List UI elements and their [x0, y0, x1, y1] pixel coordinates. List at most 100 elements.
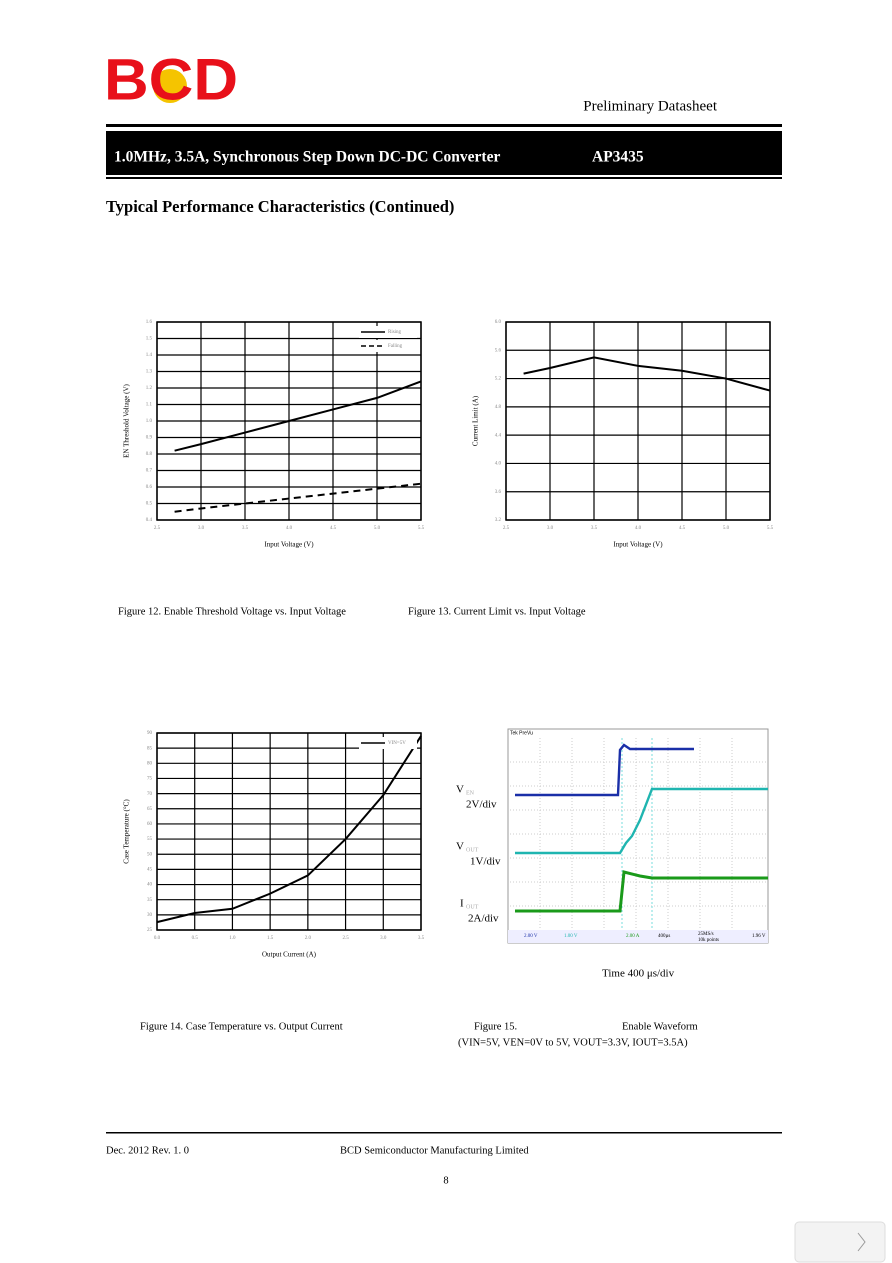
x-axis-label: Input Voltage (V): [613, 541, 663, 549]
x-tick-label: 2.0: [305, 936, 312, 941]
y-tick-label: 60: [147, 822, 153, 827]
y-tick-label: 3.2: [495, 518, 502, 523]
x-tick-label: 3.5: [242, 526, 249, 531]
trace-scale: 2A/div: [468, 913, 499, 925]
footer-company: BCD Semiconductor Manufacturing Limited: [340, 1145, 529, 1156]
figure-conditions: (VIN=5V, VEN=0V to 5V, VOUT=3.3V, IOUT=3…: [458, 1037, 688, 1048]
scope-frame: [507, 728, 769, 944]
scope-status: [508, 930, 768, 943]
x-tick-label: 2.5: [342, 936, 349, 941]
y-tick-label: 0.9: [146, 436, 153, 441]
section-title: Typical Performance Characteristics (Con…: [106, 197, 454, 216]
y-tick-label: 1.5: [146, 337, 153, 342]
legend-box: [359, 326, 417, 338]
scope-header: Tek PreVu: [510, 730, 533, 736]
legend-label: VIN=5V: [388, 741, 406, 746]
title-bar: [106, 131, 782, 175]
y-tick-label: 0.7: [146, 469, 153, 474]
y-tick-label: 35: [147, 898, 153, 903]
logo: BCD: [104, 47, 238, 112]
y-tick-label: 30: [147, 913, 153, 918]
footer-date: Dec. 2012 Rev. 1. 0: [106, 1145, 189, 1156]
page-number: 8: [443, 1175, 448, 1186]
series-line: [156, 735, 422, 924]
y-tick-label: 6.0: [495, 320, 502, 325]
y-tick-label: 75: [147, 777, 153, 782]
trace-sub: EN: [466, 790, 475, 796]
trace-sub: OUT: [466, 847, 479, 853]
x-tick-label: 4.5: [330, 526, 337, 531]
next-arrow[interactable]: [857, 1232, 866, 1252]
x-tick-label: 4.0: [286, 526, 293, 531]
scope-ch2: 1.00 V: [564, 934, 578, 939]
x-tick-label: 4.0: [635, 526, 642, 531]
scope-rate: 25MS/s: [698, 932, 714, 937]
y-tick-label: 1.6: [146, 320, 153, 325]
y-tick-label: 4.8: [495, 405, 502, 410]
x-tick-label: 0.5: [192, 936, 199, 941]
rule: [106, 124, 782, 127]
series-line: [174, 380, 422, 452]
scope-ch4: 2.00 A: [626, 934, 640, 939]
y-tick-label: 0.5: [146, 502, 153, 507]
rule: [106, 177, 782, 179]
figure-caption: Figure 14. Case Temperature vs. Output C…: [140, 1021, 343, 1032]
legend-label: Rising: [388, 330, 402, 335]
trace-scale: 1V/div: [470, 856, 501, 868]
trace-name: V: [456, 841, 464, 853]
y-tick-label: 5.2: [495, 377, 502, 382]
y-tick-label: 40: [147, 883, 153, 888]
viewer-widget[interactable]: [794, 1221, 886, 1263]
y-tick-label: 65: [147, 807, 153, 812]
y-axis-label: EN Threshold Voltage (V): [123, 383, 131, 457]
y-tick-label: 0.6: [146, 485, 153, 490]
x-tick-label: 0.0: [154, 936, 161, 941]
trace-scale: 2V/div: [466, 799, 497, 811]
x-axis-label: Output Current (A): [262, 951, 317, 959]
x-tick-label: 2.5: [503, 526, 510, 531]
scope-trigger: 1.96 V: [752, 934, 766, 939]
scope-points: 10k points: [698, 938, 719, 943]
y-tick-label: 4.4: [495, 433, 502, 438]
logo-dot: [153, 69, 187, 103]
y-tick-label: 50: [147, 852, 153, 857]
figure-caption: Figure 15.: [474, 1021, 517, 1032]
rule: [106, 1132, 782, 1134]
figure-caption-title: Enable Waveform: [622, 1021, 698, 1032]
y-tick-label: 0.8: [146, 452, 153, 457]
figure-caption: Figure 12. Enable Threshold Voltage vs. …: [118, 606, 346, 617]
legend-label: Falling: [388, 344, 403, 349]
en-trace: [515, 743, 694, 797]
scope: Tek PreVu 2.00 V 1.00 V 2.00 A 400µs 25M…: [507, 728, 769, 944]
plot-frame: [505, 321, 771, 521]
y-tick-label: 80: [147, 761, 153, 766]
x-tick-label: 1.5: [267, 936, 274, 941]
trace-sub: OUT: [466, 904, 479, 910]
trace-name: V: [456, 784, 464, 796]
y-tick-label: 1.4: [146, 353, 153, 358]
y-tick-label: 70: [147, 792, 153, 797]
x-tick-label: 3.5: [591, 526, 598, 531]
y-tick-label: 3.6: [495, 490, 502, 495]
y-tick-label: 90: [147, 731, 153, 736]
y-tick-label: 5.6: [495, 348, 502, 353]
scope-timebase: 400µs: [658, 934, 670, 939]
x-tick-label: 5.5: [418, 526, 425, 531]
figure-caption: Figure 13. Current Limit vs. Input Volta…: [408, 606, 586, 617]
time-label: Time 400 μs/div: [602, 968, 675, 980]
x-tick-label: 2.5: [154, 526, 161, 531]
series-line: [174, 482, 422, 513]
y-tick-label: 45: [147, 868, 153, 873]
y-tick-label: 25: [147, 928, 153, 933]
doc-title: 1.0MHz, 3.5A, Synchronous Step Down DC-D…: [114, 149, 500, 166]
x-tick-label: 1.0: [229, 936, 236, 941]
y-tick-label: 1.0: [146, 419, 153, 424]
y-tick-label: 4.0: [495, 462, 502, 467]
part-number: AP3435: [592, 149, 644, 166]
y-tick-label: 1.1: [146, 403, 153, 408]
legend-box: [359, 340, 417, 352]
vout-trace: [515, 787, 768, 855]
scope-grid: [510, 738, 766, 930]
